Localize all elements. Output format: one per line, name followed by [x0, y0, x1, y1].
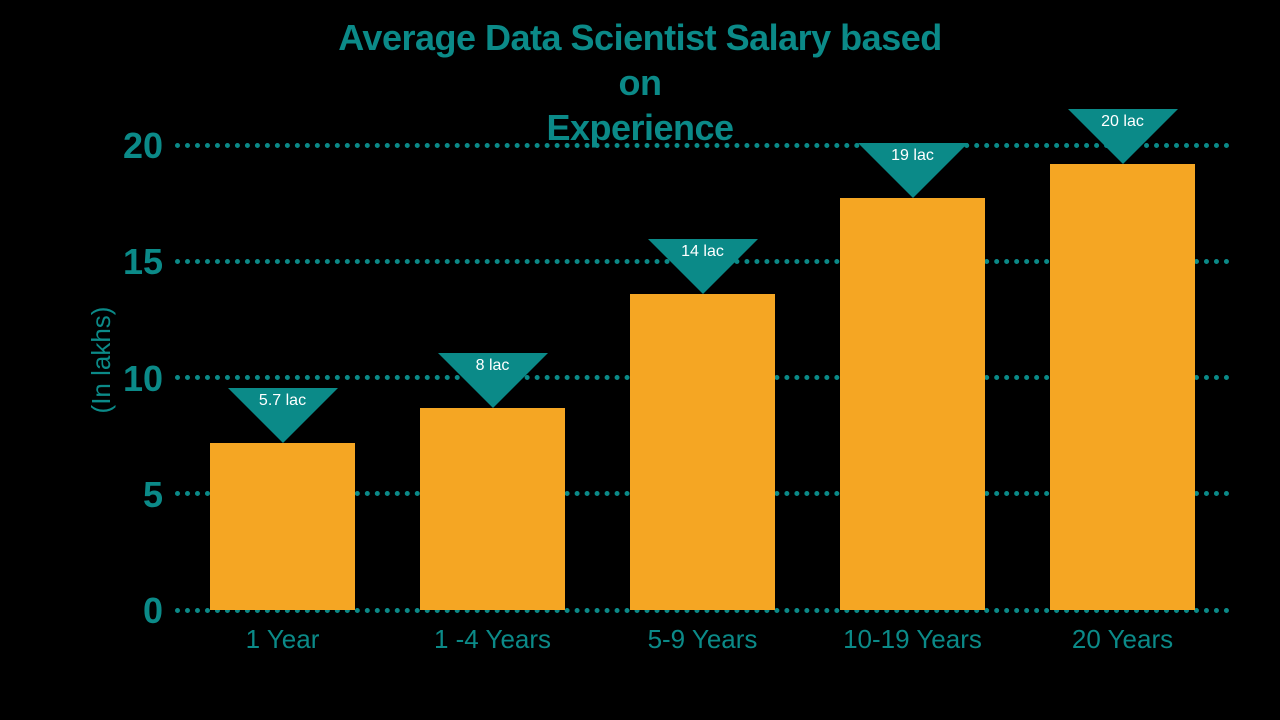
- callout-label: 20 lac: [1101, 113, 1144, 131]
- callout-label: 19 lac: [891, 147, 934, 165]
- y-tick-label: 10: [103, 358, 163, 400]
- bar: [630, 294, 775, 610]
- y-tick-label: 0: [103, 590, 163, 632]
- callout-label: 14 lac: [681, 243, 724, 261]
- y-tick-label: 5: [103, 474, 163, 516]
- bar: [420, 408, 565, 610]
- chart-title: Average Data Scientist Salary based onEx…: [320, 15, 960, 150]
- value-callout: 5.7 lac: [228, 388, 338, 443]
- bar: [840, 198, 985, 610]
- x-tick-label: 1 Year: [246, 624, 320, 655]
- callout-label: 5.7 lac: [259, 392, 306, 410]
- plot-area: 5.7 lac8 lac14 lac19 lac20 lac: [175, 145, 1230, 610]
- bar: [210, 443, 355, 610]
- y-tick-label: 20: [103, 125, 163, 167]
- callout-label: 8 lac: [476, 357, 510, 375]
- bar: [1050, 164, 1195, 610]
- salary-bar-chart: Average Data Scientist Salary based onEx…: [0, 0, 1280, 720]
- y-tick-label: 15: [103, 241, 163, 283]
- value-callout: 8 lac: [438, 353, 548, 408]
- x-tick-label: 5-9 Years: [648, 624, 758, 655]
- value-callout: 14 lac: [648, 239, 758, 294]
- value-callout: 20 lac: [1068, 109, 1178, 164]
- x-tick-label: 1 -4 Years: [434, 624, 551, 655]
- x-tick-label: 10-19 Years: [843, 624, 982, 655]
- x-tick-label: 20 Years: [1072, 624, 1173, 655]
- value-callout: 19 lac: [858, 143, 968, 198]
